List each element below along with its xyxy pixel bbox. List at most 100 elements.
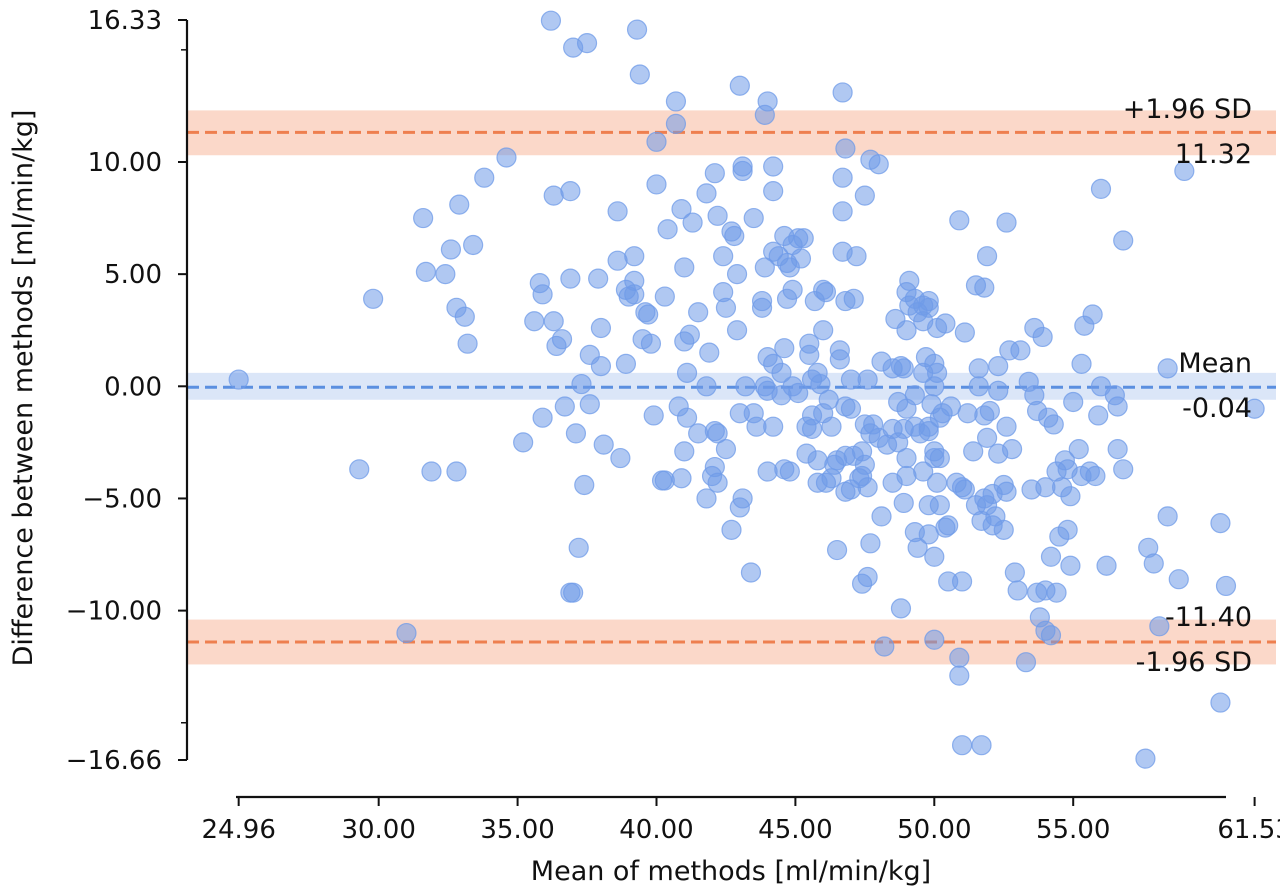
scatter-point [899, 270, 920, 291]
scatter-point [1210, 513, 1231, 534]
scatter-point [724, 225, 745, 247]
scatter-point [688, 302, 709, 323]
y-tick-label: −5.00 [82, 484, 162, 514]
scatter-points [228, 10, 1265, 769]
scatter-point [1244, 398, 1265, 419]
scatter-point [729, 75, 750, 96]
scatter-point [676, 407, 698, 428]
x-tick-label: 61.53 [1217, 815, 1280, 845]
scatter-point [951, 571, 973, 592]
scatter-point [646, 174, 667, 195]
scatter-point [524, 311, 545, 332]
scatter-point [743, 207, 764, 229]
scatter-point [726, 264, 748, 285]
scatter-point [935, 313, 956, 334]
scatter-point [707, 472, 728, 493]
scatter-point [1060, 555, 1081, 576]
scatter-point [1040, 625, 1062, 646]
y-tick-label: 0.00 [104, 372, 162, 402]
scatter-point [949, 665, 970, 686]
scatter-point [713, 246, 734, 267]
mean-label-bottom: -0.04 [1182, 393, 1252, 424]
scatter-point [624, 270, 645, 291]
scatter-point [1215, 575, 1237, 597]
scatter-point [563, 582, 584, 603]
scatter-point [1010, 340, 1031, 361]
scatter-point [732, 160, 753, 182]
scatter-point [540, 10, 562, 31]
scatter-point [1107, 396, 1128, 417]
scatter-point [974, 277, 995, 298]
scatter-point [463, 234, 484, 256]
scatter-point [926, 472, 948, 493]
scatter-point [715, 439, 737, 460]
x-tick-label: 55.00 [1036, 815, 1110, 845]
y-tick-label: −10.00 [66, 597, 162, 627]
scatter-point [446, 461, 467, 482]
scatter-point [707, 205, 728, 226]
scatter-point [624, 246, 645, 267]
scatter-point [1168, 569, 1189, 590]
scatter-point [896, 447, 917, 469]
scatter-point [810, 373, 831, 395]
scatter-point [629, 64, 650, 85]
x-axis-label: Mean of methods [ml/min/kg] [531, 856, 931, 887]
scatter-point [843, 288, 864, 309]
scatter-point [696, 376, 717, 397]
scatter-point [560, 268, 581, 289]
scatter-point [449, 194, 470, 215]
scatter-point [1063, 391, 1084, 413]
scatter-point [832, 82, 853, 103]
scatter-point [832, 167, 853, 188]
scatter-point [976, 427, 998, 448]
scatter-point [543, 185, 564, 206]
scatter-point [679, 324, 700, 345]
y-tick-label: 10.00 [88, 148, 162, 178]
scatter-point [532, 284, 553, 305]
reference-line-labels: +1.96 SD 11.32 Mean -0.04 -11.40 -1.96 S… [1123, 94, 1252, 678]
scatter-point [949, 210, 970, 231]
scatter-point [396, 622, 417, 644]
scatter-point [579, 394, 600, 415]
scatter-point [643, 405, 664, 426]
scatter-point [893, 492, 914, 514]
scatter-point [1082, 304, 1103, 325]
scatter-point [924, 546, 945, 567]
scatter-point [615, 353, 637, 374]
scatter-point [996, 212, 1017, 233]
scatter-point [1015, 652, 1037, 673]
scatter-point [474, 167, 495, 188]
mean-label-top: Mean [1178, 348, 1252, 379]
x-tick-label: 45.00 [758, 815, 832, 845]
scatter-point [735, 376, 756, 397]
x-tick-label: 24.96 [201, 815, 275, 845]
scatter-point [926, 362, 948, 383]
scatter-point [228, 369, 249, 390]
scatter-point [1143, 553, 1164, 574]
scatter-point [496, 147, 517, 168]
x-tick-label: 50.00 [897, 815, 971, 845]
scatter-point [699, 342, 720, 363]
scatter-point [1210, 692, 1231, 713]
scatter-point [551, 329, 573, 350]
scatter-point [1043, 414, 1064, 435]
scatter-point [674, 441, 695, 462]
scatter-point [751, 297, 773, 318]
scatter-point [857, 477, 878, 498]
scatter-point [793, 228, 814, 249]
scatter-point [763, 156, 784, 177]
scatter-point [682, 212, 703, 233]
scatter-point [707, 423, 728, 444]
scatter-point [588, 268, 609, 289]
scatter-point [835, 138, 856, 159]
upper-loa-label-bottom: 11.32 [1175, 139, 1252, 170]
scatter-point [860, 533, 881, 554]
scatter-point [771, 362, 792, 383]
scatter-point [757, 461, 778, 482]
lower-loa-label-bottom: -1.96 SD [1136, 647, 1252, 678]
scatter-point [754, 257, 775, 278]
scatter-point [565, 423, 587, 444]
scatter-point [543, 311, 564, 332]
scatter-point [1088, 405, 1109, 426]
